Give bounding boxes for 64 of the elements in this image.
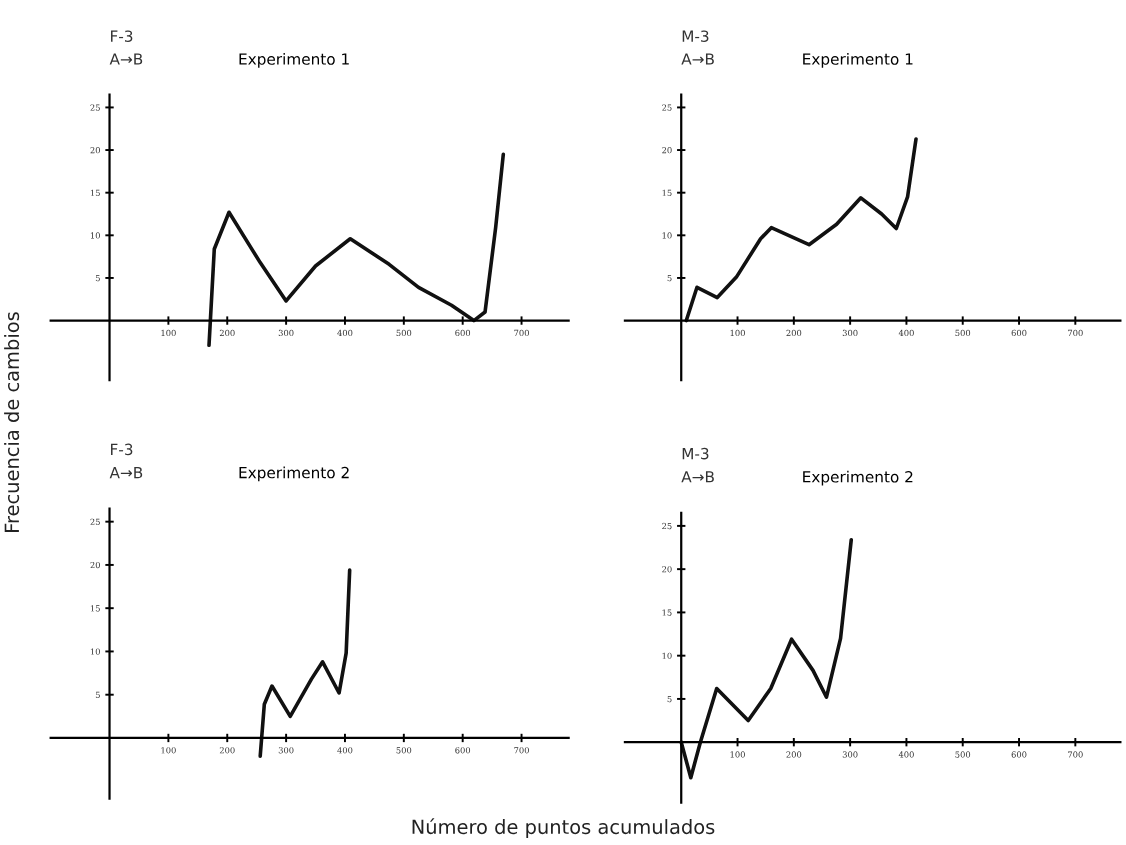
x-tick-label: 200: [219, 329, 235, 337]
chart-title: Experimento 1: [803, 52, 913, 68]
x-tick-label: 700: [514, 329, 529, 337]
text: F-3: [111, 443, 133, 456]
x-tick-label: 100: [730, 329, 745, 337]
x-tick-label: 600: [455, 329, 471, 337]
text: M-3: [682, 447, 709, 460]
y-tick-label: 20: [90, 147, 100, 154]
y-tick-label: 15: [90, 189, 100, 196]
x-tick-label: 200: [786, 751, 802, 758]
x-tick-label: 500: [396, 329, 412, 337]
x-tick-label: 400: [337, 747, 353, 754]
x-tick-label: 200: [786, 329, 802, 337]
y-axis-title: Frecuencia de cambios: [4, 312, 20, 532]
x-tick-label: 500: [955, 329, 971, 337]
text: M-3: [682, 30, 709, 42]
chart-title: Experimento 1: [239, 52, 349, 68]
line-series: [207, 152, 506, 348]
x-tick-label: 100: [161, 747, 176, 754]
y-tick-label: 5: [667, 275, 672, 282]
x-tick-label: 200: [219, 747, 235, 754]
text: A→B: [681, 53, 714, 65]
x-tick-label: 400: [337, 329, 353, 337]
x-tick-label: 700: [1068, 329, 1083, 337]
y-tick-label: 10: [662, 232, 672, 239]
text: F-3: [111, 30, 133, 42]
x-axis-title: Número de puntos acumulados: [412, 818, 715, 838]
x-tick-label: 300: [842, 751, 858, 758]
y-tick-label: 15: [90, 605, 100, 612]
x-tick-label: 300: [278, 747, 294, 754]
y-tick-label: 20: [662, 147, 672, 154]
y-tick-label: 5: [95, 275, 100, 282]
y-tick-label: 15: [662, 189, 672, 196]
x-tick-label: 500: [396, 747, 412, 754]
y-tick-label: 15: [662, 609, 672, 616]
y-tick-label: 25: [662, 104, 672, 111]
x-tick-label: 500: [955, 751, 971, 758]
y-tick-label: 20: [662, 566, 672, 573]
text: A→B: [109, 53, 143, 65]
y-tick-label: 10: [662, 652, 672, 659]
y-tick-label: 5: [667, 696, 672, 703]
x-tick-label: 100: [730, 751, 745, 758]
y-tick-label: 25: [90, 104, 100, 111]
x-tick-label: 600: [1011, 329, 1027, 337]
text: A→B: [109, 466, 143, 479]
x-tick-label: 300: [278, 329, 294, 337]
y-tick-label: 20: [90, 561, 100, 569]
line-series: [258, 568, 352, 758]
x-tick-label: 300: [842, 329, 858, 337]
y-tick-label: 10: [90, 232, 100, 239]
y-tick-label: 5: [95, 691, 100, 698]
y-tick-label: 10: [90, 648, 100, 655]
x-tick-label: 700: [1068, 751, 1083, 758]
x-tick-label: 100: [161, 329, 176, 337]
x-tick-label: 600: [455, 747, 471, 754]
x-tick-label: 700: [514, 747, 529, 754]
text: A→B: [681, 471, 714, 483]
y-tick-label: 25: [90, 518, 100, 525]
y-tick-label: 25: [662, 522, 672, 530]
x-tick-label: 400: [898, 329, 914, 337]
x-tick-label: 600: [1011, 751, 1027, 758]
chart-title: Experimento 2: [803, 470, 913, 486]
chart-title: Experimento 2: [239, 466, 349, 482]
x-tick-label: 400: [898, 751, 914, 758]
